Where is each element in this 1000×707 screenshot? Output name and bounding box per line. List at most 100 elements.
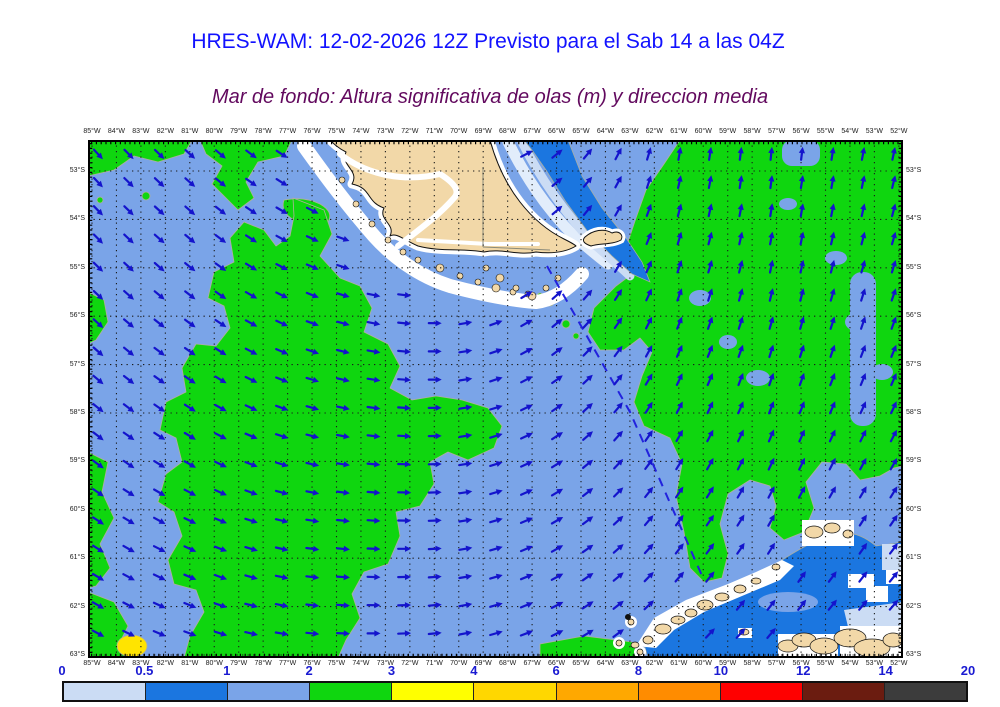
lon-axis-label-bottom: 75°W [327, 660, 346, 667]
colorbar-segment [309, 683, 392, 700]
lon-axis-label-bottom: 77°W [278, 660, 297, 667]
lon-axis-label-top: 58°W [743, 128, 761, 135]
lon-axis-label-top: 70°W [450, 128, 468, 135]
lon-axis-label-bottom: 54°W [841, 660, 859, 667]
lon-axis-label-top: 79°W [230, 128, 248, 135]
colorbar-segment [227, 683, 310, 700]
map-frame [88, 140, 903, 658]
page-subtitle: Mar de fondo: Altura significativa de ol… [211, 86, 769, 108]
lat-axis-label-left: 55°S [69, 263, 85, 271]
lon-axis-label-top: 56°W [792, 128, 810, 135]
lon-axis-label-top: 62°W [645, 128, 663, 135]
lat-axis-label-left: 54°S [69, 215, 85, 223]
map-canvas [87, 135, 904, 659]
lon-axis-label-bottom: 66°W [547, 660, 566, 667]
lon-axis-label-bottom: 52°W [890, 660, 908, 667]
lon-axis-label-bottom: 78°W [254, 660, 272, 667]
lat-axis-label-right: 61°S [906, 554, 922, 562]
lon-axis-label-bottom: 74°W [352, 660, 370, 667]
lon-axis-label-top: 59°W [719, 128, 737, 135]
lon-axis-label-bottom: 70°W [450, 660, 468, 667]
lat-axis-label-right: 54°S [906, 215, 922, 223]
lat-axis-label-right: 56°S [906, 312, 922, 320]
colorbar-tick-label: 20 [960, 663, 976, 678]
lon-axis-label-bottom: 62°W [645, 660, 663, 667]
colorbar-segment [391, 683, 474, 700]
strait-channels [337, 151, 540, 249]
lon-axis-label-bottom: 76°W [303, 660, 321, 667]
colorbar-tick-label: 8 [634, 663, 643, 678]
lon-axis-label-top: 54°W [841, 128, 859, 135]
lon-axis-label-top: 53°W [865, 128, 883, 135]
colorbar-segment [64, 683, 146, 700]
lat-axis-label-right: 58°S [906, 409, 922, 416]
lat-axis-label-left: 53°S [69, 167, 85, 174]
small-island-marker [625, 614, 631, 620]
colorbar-tick-label: 2 [305, 663, 313, 678]
lon-axis-label-bottom: 65°W [572, 660, 590, 667]
colorbar-tick-label: 4 [470, 663, 478, 678]
wave-forecast-map [87, 135, 904, 659]
lon-axis-label-bottom: 56°W [792, 660, 810, 667]
lat-axis-label-left: 63°S [69, 651, 85, 658]
lon-axis-label-bottom: 61°W [670, 660, 688, 667]
lat-axis-label-right: 63°S [906, 651, 922, 658]
lat-axis-label-left: 62°S [69, 602, 85, 610]
colorbar-tick-label: 12 [796, 663, 811, 678]
lon-axis-label-top: 83°W [132, 128, 150, 135]
lon-axis-label-bottom: 82°W [156, 660, 174, 667]
colorbar-tick-label: 14 [878, 663, 893, 678]
lon-axis-label-bottom: 84°W [107, 660, 126, 667]
colorbar-tick-label: 10 [713, 663, 729, 678]
lat-axis-label-left: 57°S [69, 360, 85, 368]
colorbar-segment [473, 683, 556, 700]
colorbar-tick-label: 6 [552, 663, 560, 678]
lat-axis-label-left: 59°S [69, 457, 85, 465]
wave-3-4m-region [116, 634, 148, 658]
lon-axis-label-top: 85°W [83, 128, 101, 135]
lon-axis-label-bottom: 67°W [523, 660, 541, 667]
lat-axis-label-right: 59°S [906, 457, 922, 465]
page-title: HRES-WAM: 12-02-2026 12Z Previsto para e… [191, 30, 785, 53]
lon-axis-label-top: 65°W [572, 128, 590, 135]
lat-axis-label-left: 58°S [69, 409, 85, 416]
wave-direction-arrows [91, 146, 899, 639]
lon-axis-label-bottom: 68°W [499, 660, 517, 667]
lon-axis-label-top: 81°W [181, 128, 199, 135]
lon-axis-label-top: 72°W [401, 128, 419, 135]
colorbar-segment [145, 683, 228, 700]
lon-axis-label-bottom: 85°W [83, 660, 101, 667]
lon-axis-label-bottom: 72°W [401, 660, 419, 667]
lon-axis-label-bottom: 64°W [596, 660, 615, 667]
lon-axis-label-top: 76°W [303, 128, 321, 135]
lon-axis-label-top: 82°W [156, 128, 174, 135]
colorbar-segment [555, 683, 638, 700]
degree-grid [88, 140, 903, 658]
lon-axis-label-top: 63°W [621, 128, 639, 135]
lon-axis-label-top: 73°W [376, 128, 394, 135]
lon-axis-label-top: 52°W [890, 128, 908, 135]
lon-axis-label-bottom: 60°W [694, 660, 712, 667]
isla-de-los-estados [582, 229, 623, 247]
lon-axis-label-top: 69°W [474, 128, 492, 135]
wave-height-colorbar [62, 681, 968, 702]
lat-axis-label-left: 60°S [69, 505, 85, 513]
lon-axis-label-bottom: 63°W [621, 660, 639, 667]
fjord-islets [338, 176, 562, 301]
lon-axis-label-top: 60°W [694, 128, 712, 135]
lon-axis-label-bottom: 55°W [816, 660, 835, 667]
lon-axis-label-top: 57°W [767, 128, 786, 135]
lon-axis-label-bottom: 83°W [132, 660, 150, 667]
lon-axis-label-bottom: 58°W [743, 660, 761, 667]
lat-axis-label-right: 55°S [906, 263, 922, 271]
lon-axis-label-top: 78°W [254, 128, 272, 135]
lon-axis-label-top: 71°W [425, 128, 443, 135]
colorbar-tick-label: 0.5 [135, 663, 154, 678]
lon-axis-label-top: 68°W [499, 128, 517, 135]
lon-axis-label-top: 80°W [205, 128, 223, 135]
colorbar-segment [801, 683, 884, 700]
lon-axis-label-top: 66°W [547, 128, 566, 135]
lon-axis-label-top: 55°W [816, 128, 835, 135]
colorbar-tick-label: 3 [387, 663, 396, 678]
